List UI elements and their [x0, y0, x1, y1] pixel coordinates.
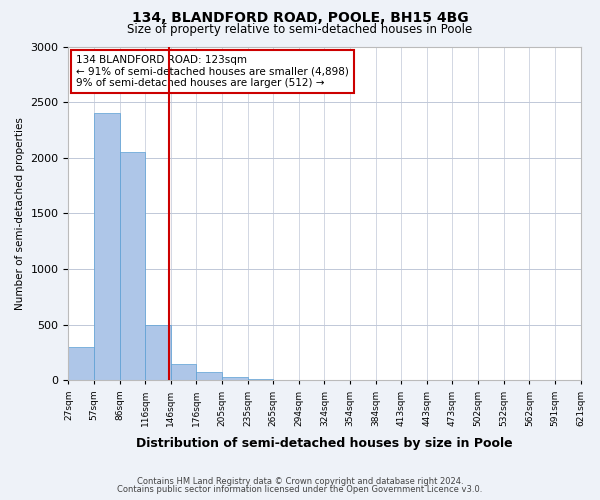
Bar — [145, 325, 171, 380]
Bar — [119, 152, 145, 380]
Bar — [196, 372, 222, 380]
Bar — [222, 377, 248, 380]
Bar — [68, 347, 94, 380]
Text: 134 BLANDFORD ROAD: 123sqm
← 91% of semi-detached houses are smaller (4,898)
9% : 134 BLANDFORD ROAD: 123sqm ← 91% of semi… — [76, 55, 349, 88]
Bar — [94, 114, 119, 380]
Bar — [171, 364, 196, 380]
Text: Contains HM Land Registry data © Crown copyright and database right 2024.: Contains HM Land Registry data © Crown c… — [137, 477, 463, 486]
X-axis label: Distribution of semi-detached houses by size in Poole: Distribution of semi-detached houses by … — [136, 437, 513, 450]
Text: 134, BLANDFORD ROAD, POOLE, BH15 4BG: 134, BLANDFORD ROAD, POOLE, BH15 4BG — [131, 11, 469, 25]
Text: Size of property relative to semi-detached houses in Poole: Size of property relative to semi-detach… — [127, 24, 473, 36]
Y-axis label: Number of semi-detached properties: Number of semi-detached properties — [15, 117, 25, 310]
Text: Contains public sector information licensed under the Open Government Licence v3: Contains public sector information licen… — [118, 485, 482, 494]
